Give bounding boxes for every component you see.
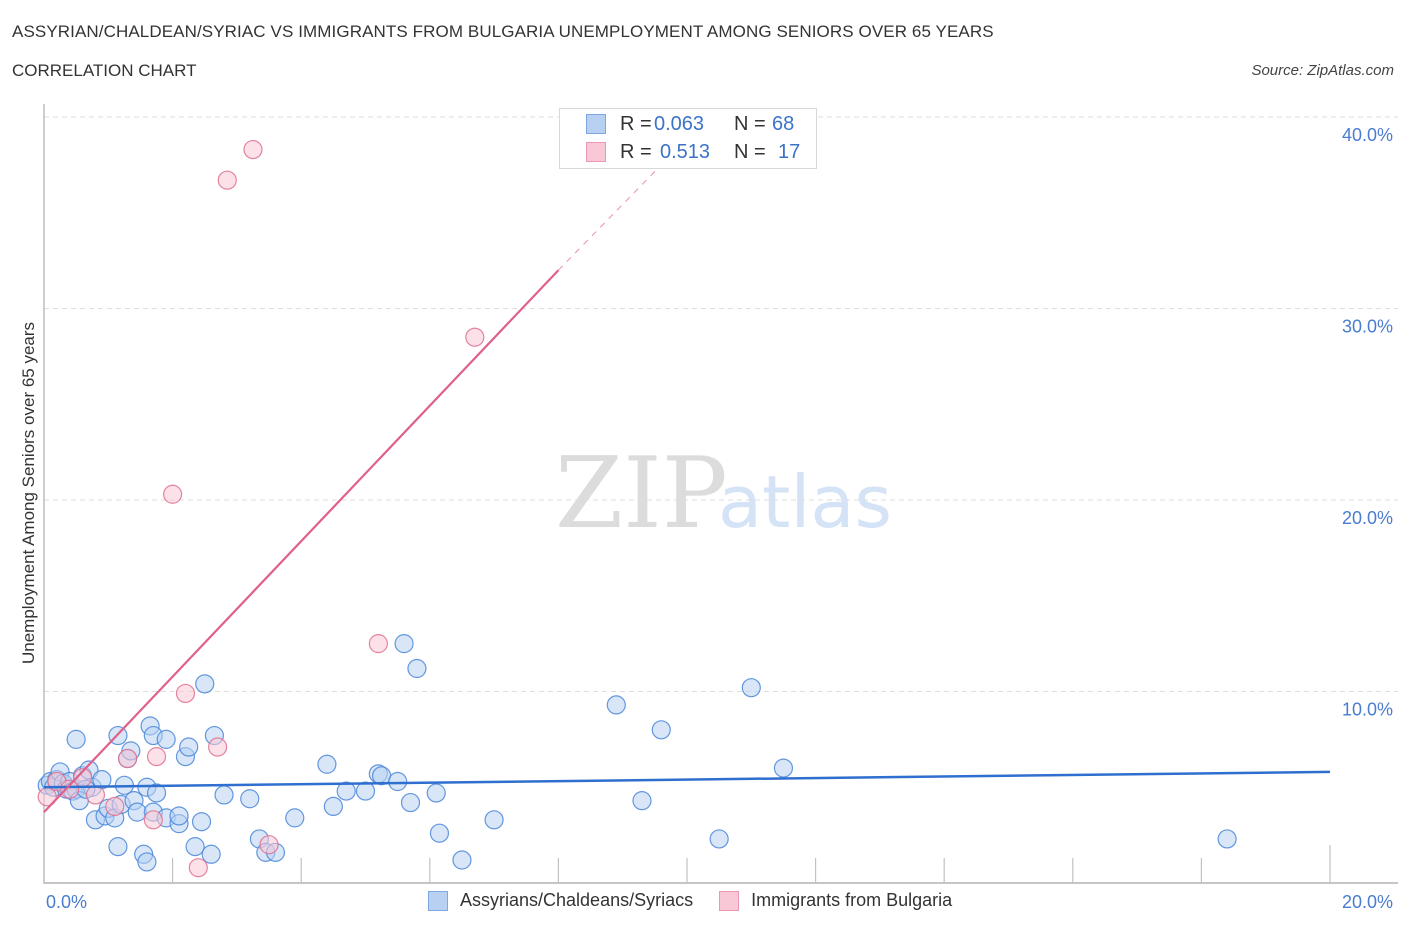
data-point[interactable] (175, 683, 196, 704)
data-point[interactable] (105, 796, 125, 817)
data-point[interactable] (208, 737, 228, 757)
watermark: ZIP atlas (555, 437, 892, 551)
x-tick-label-max: 20.0% (1342, 892, 1393, 912)
data-point[interactable] (179, 737, 199, 757)
data-point[interactable] (632, 791, 652, 811)
data-point[interactable] (429, 823, 450, 843)
legend-swatch-blue (428, 890, 448, 911)
data-point[interactable] (336, 781, 356, 801)
trend-line-assyrians (43, 770, 1331, 789)
watermark-zip: ZIP (555, 437, 728, 551)
correlation-legend: R = 0.063 N = 68 R = 0.513 N = 17 (559, 108, 817, 169)
legend-n-value: 68 (772, 112, 795, 135)
data-point[interactable] (146, 747, 167, 767)
series-bulgaria-points (37, 139, 485, 878)
legend-r-value: 0.513 (660, 140, 711, 163)
legend-n-label: N = (734, 112, 766, 135)
legend-row-assyrians: R = 0.063 N = 68 (586, 112, 794, 136)
chart-subtitle: CORRELATION CHART (12, 61, 197, 80)
chart-title: ASSYRIAN/CHALDEAN/SYRIAC VS IMMIGRANTS F… (12, 22, 994, 41)
data-point[interactable] (484, 810, 504, 830)
legend-n-value: 17 (778, 140, 801, 163)
gridlines (44, 116, 1398, 692)
data-point[interactable] (317, 754, 337, 774)
data-point[interactable] (163, 484, 183, 504)
series-legend-item-bulgaria[interactable]: Immigrants from Bulgaria (719, 890, 952, 911)
legend-n-label: N = (734, 140, 766, 163)
data-point[interactable] (741, 678, 761, 698)
data-point[interactable] (368, 634, 388, 654)
data-point[interactable] (773, 758, 794, 778)
x-tick-label-min: 0.0% (46, 892, 87, 912)
trend-line-bulgaria-extension (558, 164, 662, 271)
data-point[interactable] (465, 327, 485, 347)
data-point[interactable] (195, 674, 215, 694)
data-point[interactable] (394, 634, 414, 654)
y-tick-label: 40.0% (1342, 125, 1393, 145)
data-point[interactable] (323, 796, 343, 817)
data-point[interactable] (606, 695, 626, 715)
series-legend-label: Immigrants from Bulgaria (751, 890, 953, 910)
legend-swatch-pink (719, 890, 740, 911)
legend-r-label: R = (620, 112, 652, 135)
data-point[interactable] (651, 720, 671, 740)
legend-r-label: R = (620, 140, 652, 163)
data-point[interactable] (407, 658, 427, 679)
legend-row-bulgaria: R = 0.513 N = 17 (586, 140, 800, 164)
data-point[interactable] (60, 779, 80, 799)
series-legend-label: Assyrians/Chaldeans/Syriacs (460, 890, 694, 910)
data-point[interactable] (243, 139, 263, 160)
data-point[interactable] (426, 783, 446, 803)
data-point[interactable] (137, 852, 157, 872)
data-point[interactable] (201, 844, 221, 864)
y-tick-labels: 10.0% 20.0% 30.0% 40.0% (1342, 125, 1393, 720)
legend-r-value: 0.063 (654, 112, 705, 135)
data-point[interactable] (388, 771, 408, 792)
data-point[interactable] (191, 812, 212, 832)
data-point[interactable] (285, 808, 305, 828)
data-point[interactable] (188, 858, 208, 878)
data-point[interactable] (400, 792, 421, 813)
data-point[interactable] (214, 785, 234, 805)
source-credit: Source: ZipAtlas.com (1251, 62, 1394, 79)
data-point[interactable] (66, 729, 86, 749)
data-point[interactable] (1217, 829, 1237, 849)
trend-lines (43, 164, 1331, 813)
data-point[interactable] (156, 729, 176, 749)
data-point[interactable] (452, 850, 472, 870)
legend-swatch-blue (586, 114, 606, 134)
data-point[interactable] (217, 170, 237, 190)
series-assyrians-points (37, 634, 1237, 872)
watermark-atlas: atlas (718, 460, 892, 544)
data-point[interactable] (146, 783, 167, 803)
y-tick-label: 30.0% (1342, 317, 1393, 337)
data-point[interactable] (127, 802, 147, 822)
series-legend: Assyrians/Chaldeans/Syriacs Immigrants f… (428, 890, 978, 911)
legend-swatch-pink (586, 142, 606, 162)
x-axis-ticks (43, 845, 1331, 883)
trend-line-bulgaria (43, 269, 560, 813)
data-point[interactable] (108, 837, 128, 857)
data-point[interactable] (85, 785, 106, 805)
data-point[interactable] (169, 806, 189, 826)
data-point[interactable] (709, 829, 729, 849)
y-axis-title: Unemployment Among Seniors over 65 years (19, 322, 38, 664)
series-legend-item-assyrians[interactable]: Assyrians/Chaldeans/Syriacs (428, 890, 693, 911)
data-point[interactable] (143, 810, 163, 830)
data-point[interactable] (355, 781, 376, 801)
data-point[interactable] (185, 837, 205, 857)
data-point[interactable] (240, 789, 260, 809)
y-tick-label: 10.0% (1342, 700, 1393, 720)
y-tick-label: 20.0% (1342, 508, 1393, 528)
data-point[interactable] (117, 748, 138, 769)
data-point[interactable] (259, 835, 279, 855)
